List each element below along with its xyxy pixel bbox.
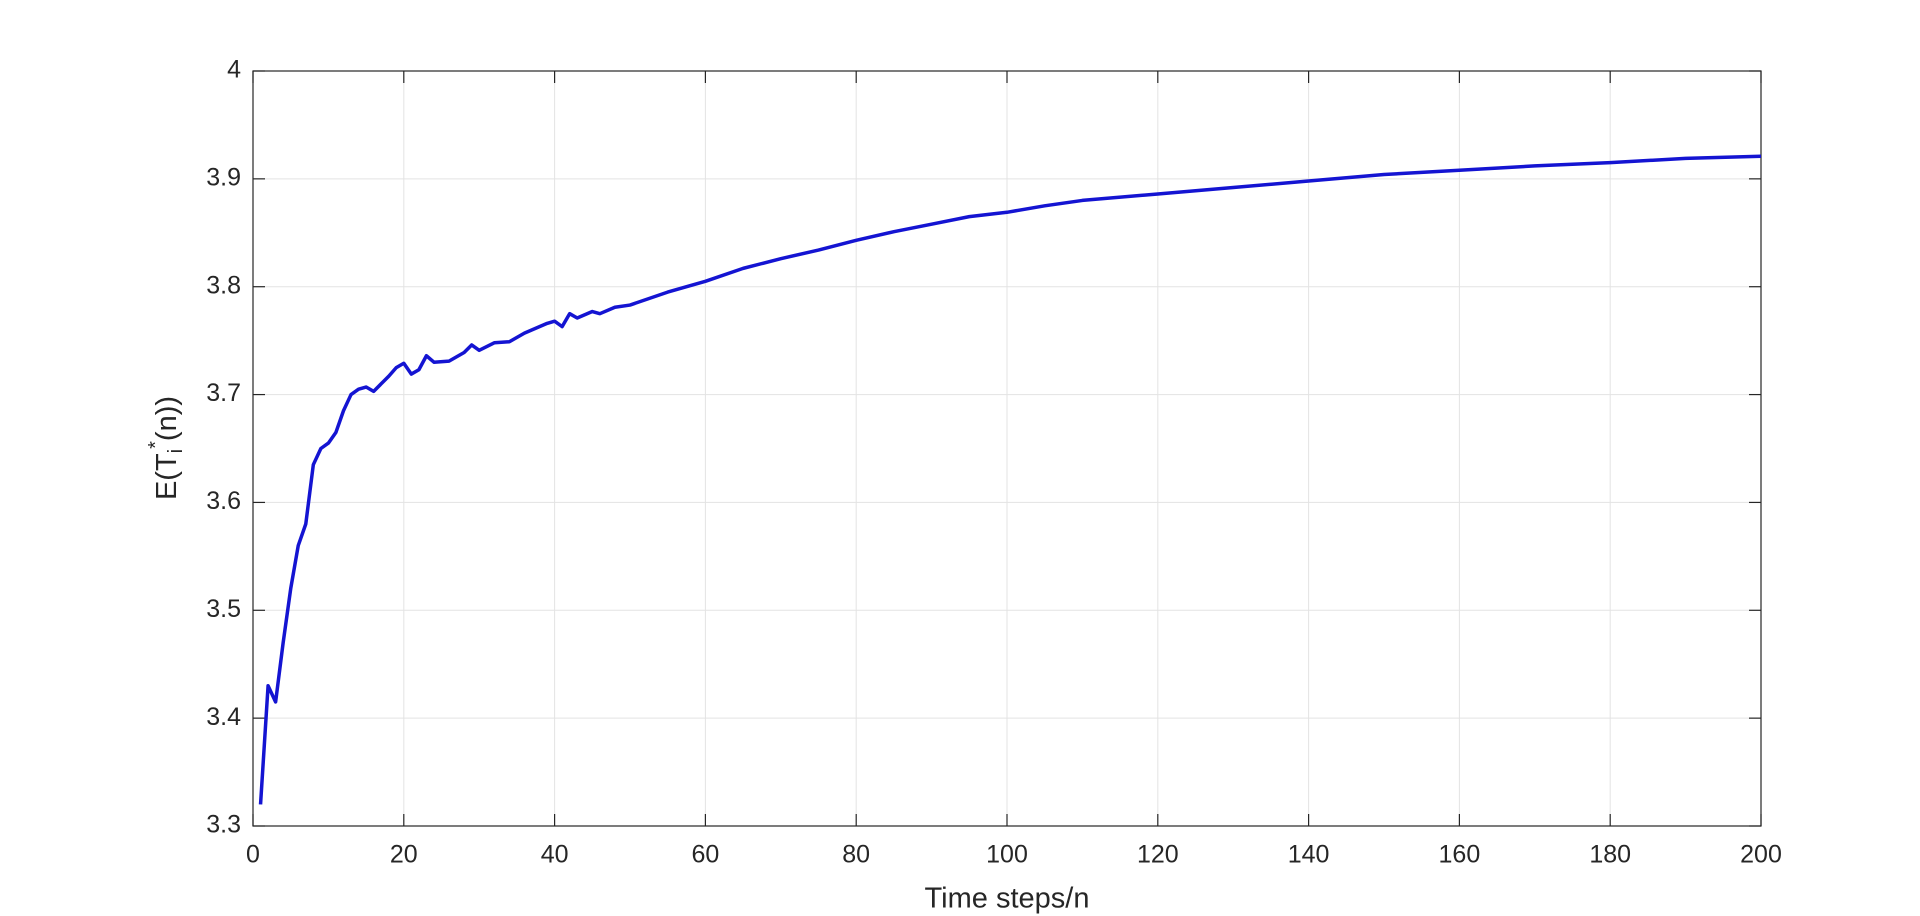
y-label-superscript: * xyxy=(145,441,167,449)
x-tick-label: 80 xyxy=(842,841,870,869)
plot-frame xyxy=(252,70,1762,827)
y-tick-label: 3.5 xyxy=(206,595,241,623)
x-tick-label: 0 xyxy=(246,841,260,869)
x-tick-label: 120 xyxy=(1137,841,1179,869)
x-tick-label: 200 xyxy=(1740,841,1782,869)
y-label-part: E(T xyxy=(151,453,183,500)
x-tick-label: 20 xyxy=(390,841,418,869)
x-tick-label: 140 xyxy=(1288,841,1330,869)
y-tick-label: 3.9 xyxy=(206,163,241,191)
x-axis-label: Time steps/n xyxy=(925,883,1090,915)
x-tick-label: 160 xyxy=(1439,841,1481,869)
y-tick-label: 3.7 xyxy=(206,379,241,407)
x-tick-label: 40 xyxy=(541,841,569,869)
y-label-subscript: i xyxy=(165,449,187,453)
y-tick-label: 3.6 xyxy=(206,487,241,515)
y-label-part: (n)) xyxy=(151,396,183,441)
x-tick-label: 60 xyxy=(691,841,719,869)
x-tick-label: 180 xyxy=(1589,841,1631,869)
y-tick-label: 3.8 xyxy=(206,271,241,299)
y-tick-label: 3.4 xyxy=(206,703,241,731)
x-tick-label: 100 xyxy=(986,841,1028,869)
data-line xyxy=(258,154,1762,805)
y-axis-label: E(Ti*(n)) xyxy=(145,396,187,500)
y-tick-label: 3.3 xyxy=(206,811,241,839)
y-tick-label: 4 xyxy=(227,56,241,84)
